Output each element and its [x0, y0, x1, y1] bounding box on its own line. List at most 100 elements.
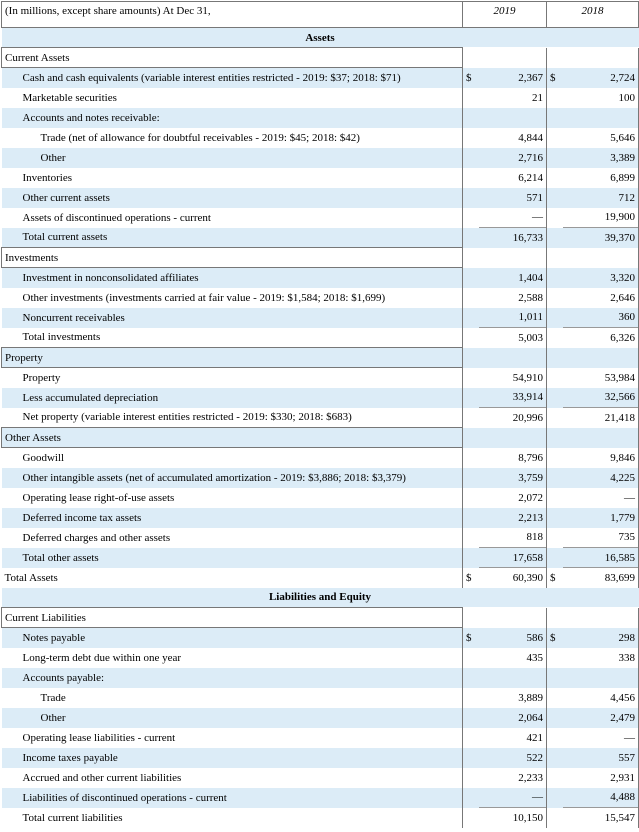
table-row: Noncurrent receivables 1,011 360 [1, 307, 639, 328]
table-row: Goodwill 8,796 9,846 [2, 447, 639, 468]
row-label: Notes payable [1, 627, 463, 648]
table-row: Other 2,716 3,389 [1, 147, 639, 168]
currency-sign [462, 187, 479, 208]
value-2018: 6,326 [562, 327, 639, 348]
currency-sign [546, 347, 563, 368]
value-2018: 15,547 [562, 807, 639, 828]
table-row: Notes payable $586 $298 [1, 627, 639, 648]
currency-sign [462, 687, 479, 708]
currency-sign [462, 47, 479, 68]
value-2019: 54,910 [512, 371, 543, 384]
row-label: Investments [1, 247, 463, 268]
value-2018: — [562, 487, 639, 508]
table-row: Trade (net of allowance for doubtful rec… [2, 127, 639, 148]
value-2018: 360 [562, 307, 639, 328]
currency-sign [462, 287, 479, 308]
row-label: Other intangible assets (net of accumula… [1, 467, 463, 488]
row-label: Investment in nonconsolidated affiliates [1, 267, 463, 288]
currency-sign: $ [462, 67, 479, 88]
value-2018: 3,389 [562, 147, 639, 168]
table-row: Current Liabilities [1, 607, 639, 628]
currency-sign [546, 487, 563, 508]
value-2019: 586 [478, 627, 547, 648]
currency-sign [462, 387, 479, 408]
currency-sign [546, 667, 563, 688]
currency-sign [462, 307, 479, 328]
value-2019: 571 [478, 187, 547, 208]
table-row: Property 54,910 53,984 [2, 367, 639, 388]
value-2019: 3,889 [518, 691, 543, 704]
value-2018: — [562, 727, 639, 748]
value-2019: 522 [478, 747, 547, 768]
row-label: Assets [1, 27, 639, 48]
value-2018: 2,646 [562, 287, 639, 308]
value-2019: 421 [526, 731, 544, 744]
value-2019: 2,072 [518, 491, 543, 504]
value-2018: 53,984 [562, 367, 639, 388]
table-row: Long-term debt due within one year 435 338 [2, 647, 639, 668]
value-2018: 100 [562, 87, 639, 108]
table-row: Total current liabilities 10,150 15,547 [2, 807, 639, 828]
value-2018: 712 [562, 187, 639, 208]
row-label: Income taxes payable [1, 747, 463, 768]
currency-sign [462, 127, 479, 148]
value-2019: — [532, 211, 543, 224]
currency-sign [462, 267, 479, 288]
table-row: Total Assets $60,390 $83,699 [2, 567, 639, 588]
table-row: Income taxes payable 522 557 [1, 747, 639, 768]
currency-sign [546, 387, 563, 408]
value-2018: 1,779 [562, 507, 639, 528]
value-2018: 19,900 [562, 207, 639, 228]
value-2019: 2,588 [518, 291, 543, 304]
currency-sign: $ [546, 567, 563, 588]
row-label: Property [1, 347, 463, 368]
table-row: Operating lease right-of-use assets 2,072… [2, 487, 639, 508]
row-label: Accounts and notes receivable: [1, 107, 463, 128]
value-2018: 9,846 [562, 447, 639, 468]
value-2018: 2,479 [562, 707, 639, 728]
table-row: Total investments 5,003 6,326 [2, 327, 639, 348]
table-row: Marketable securities 21 100 [2, 87, 639, 108]
currency-sign [546, 187, 563, 208]
value-2019: 3,759 [478, 467, 547, 488]
currency-sign [462, 87, 479, 108]
table-row: Accrued and other current liabilities 2,2… [2, 767, 639, 788]
value-2018 [562, 427, 639, 448]
currency-sign [546, 407, 563, 428]
value-2018 [562, 247, 639, 268]
currency-sign [462, 727, 479, 748]
value-2019: 20,996 [478, 407, 547, 428]
value-2019: 60,390 [478, 567, 547, 588]
currency-sign [546, 547, 563, 568]
value-2019: 2,233 [518, 771, 543, 784]
row-label: Other investments (investments carried a… [22, 291, 386, 304]
value-2018: 21,418 [562, 407, 639, 428]
currency-sign [462, 767, 479, 788]
header-label: (In millions, except share amounts) At D… [1, 1, 463, 28]
row-label: Operating lease right-of-use assets [22, 491, 175, 504]
currency-sign [546, 527, 563, 548]
table-row: Deferred income tax assets 2,213 1,779 [1, 507, 639, 528]
currency-sign [546, 467, 563, 488]
currency-sign [462, 327, 479, 348]
value-2018 [562, 667, 639, 688]
row-label: Total investments [22, 331, 101, 344]
value-2019 [479, 608, 547, 628]
currency-sign: $ [462, 567, 479, 588]
value-2019: 21 [532, 91, 543, 104]
currency-sign [462, 247, 479, 268]
table-row: Investments [1, 247, 639, 268]
table-row: Total current assets 16,733 39,370 [1, 227, 639, 248]
table-row: Investment in nonconsolidated affiliates… [1, 267, 639, 288]
value-2019: 10,150 [478, 807, 547, 828]
table-row: Less accumulated depreciation 33,914 32,56… [1, 387, 639, 408]
value-2018: 298 [562, 627, 639, 648]
row-label: Current Liabilities [1, 607, 463, 628]
value-2018 [562, 347, 639, 368]
table-row: Other Assets [1, 427, 639, 448]
value-2019 [478, 347, 547, 368]
currency-sign [546, 507, 563, 528]
value-2018: 6,899 [562, 167, 639, 188]
